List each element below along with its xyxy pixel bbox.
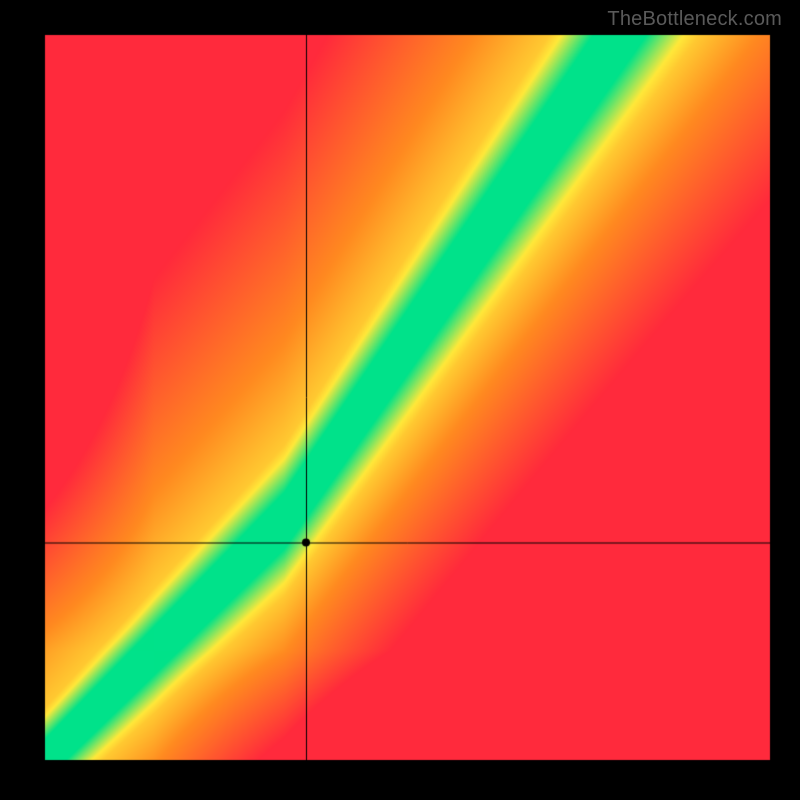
bottleneck-heatmap xyxy=(0,0,800,800)
watermark-text: TheBottleneck.com xyxy=(607,8,782,31)
